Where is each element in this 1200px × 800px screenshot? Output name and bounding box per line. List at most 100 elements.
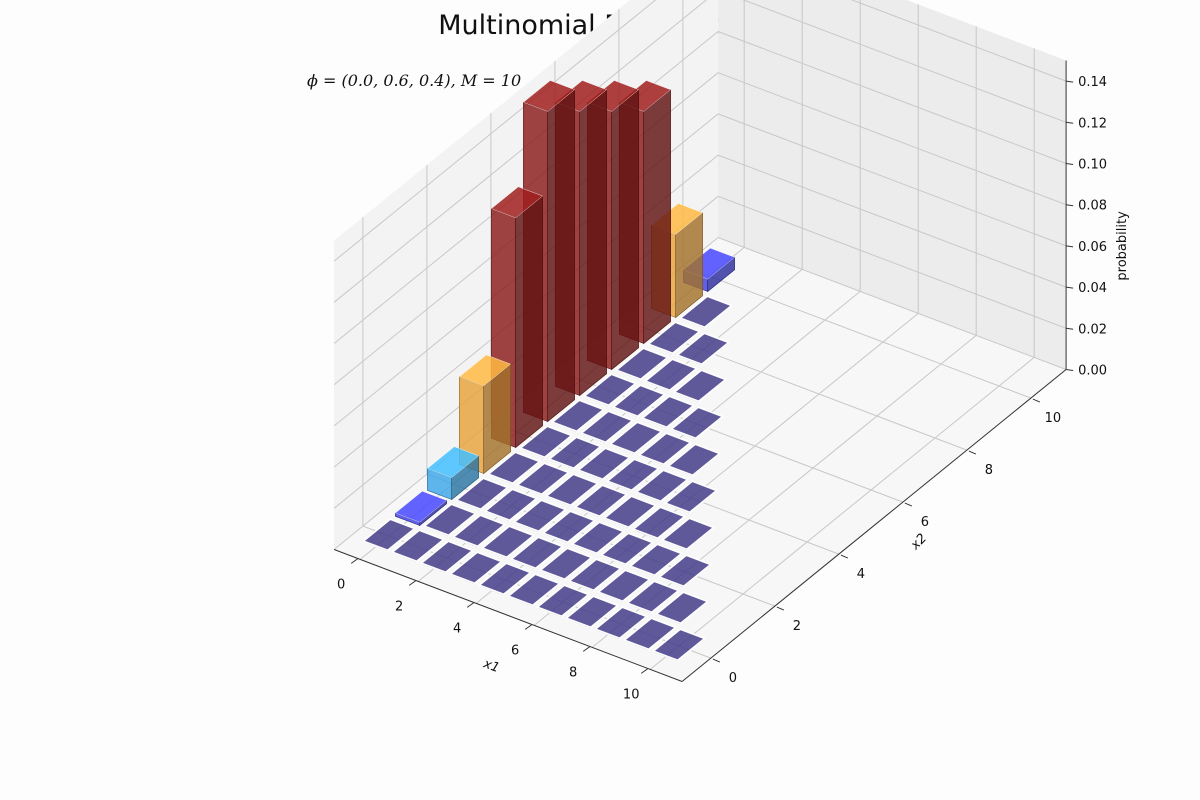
y-tick-mark <box>712 658 721 663</box>
bar <box>663 480 719 515</box>
z-tick-label: 0.06 <box>1078 240 1107 255</box>
bar <box>535 584 591 619</box>
bar-top-face <box>605 458 661 492</box>
bar <box>550 399 606 434</box>
bar <box>515 462 571 497</box>
bar <box>675 332 731 367</box>
bar-top-face <box>480 525 536 559</box>
bar-top-face <box>608 421 664 455</box>
bar <box>628 543 684 578</box>
bar <box>651 628 707 663</box>
z-tick-label: 0.08 <box>1078 199 1107 214</box>
bar-top-face <box>538 547 594 581</box>
bar-top-face <box>672 369 728 403</box>
bar <box>486 451 542 486</box>
bar <box>564 595 620 630</box>
bar <box>599 532 655 567</box>
bar-side-face <box>643 89 671 345</box>
bar-top-face <box>663 480 719 514</box>
bar <box>422 503 478 538</box>
bar-top-face <box>582 373 638 407</box>
y-tick-mark <box>904 502 913 507</box>
bar <box>538 547 594 582</box>
z-tick-mark <box>1066 327 1074 330</box>
bar <box>596 569 652 604</box>
bar-top-face <box>512 499 568 533</box>
bar <box>573 484 629 519</box>
bar <box>657 554 713 589</box>
bar-top-face <box>654 591 710 625</box>
x-tick-label: 6 <box>511 643 519 658</box>
bar-top-face <box>448 551 504 585</box>
x-tick-label: 10 <box>623 687 640 702</box>
bar <box>512 499 568 534</box>
bar <box>576 447 632 482</box>
bar-top-face <box>541 510 597 544</box>
x-tick-label: 0 <box>337 577 345 592</box>
bar-top-face <box>628 543 684 577</box>
z-tick-mark <box>1066 80 1074 83</box>
back-gridline-z <box>717 31 1067 164</box>
bar <box>480 525 536 560</box>
x-axis-label: x1 <box>480 656 501 676</box>
z-tick-label: 0.00 <box>1078 364 1107 379</box>
back-gridline-z <box>742 0 1067 123</box>
bar-top-face <box>657 554 713 588</box>
bar-top-face <box>564 595 620 629</box>
x-tick-mark <box>466 601 475 608</box>
bar-top-face <box>544 473 600 507</box>
back-gridline-z <box>717 113 1067 247</box>
y-tick-label: 10 <box>1045 411 1062 426</box>
bar <box>582 373 638 408</box>
bar-top-face <box>640 395 696 429</box>
chart-subtitle: ϕ = (0.0, 0.6, 0.4), M = 10 <box>307 71 522 90</box>
bar <box>448 551 504 586</box>
z-tick-label: 0.04 <box>1078 281 1107 296</box>
x-tick-mark <box>640 667 649 674</box>
bar-top-face <box>515 462 571 496</box>
bar <box>579 410 635 445</box>
bar <box>459 354 511 475</box>
bar-top-face <box>454 477 510 511</box>
bar-top-face <box>625 580 681 614</box>
bar-side-face <box>611 89 639 371</box>
bar <box>637 432 693 467</box>
bar-top-face <box>637 432 693 466</box>
x-tick-mark <box>524 623 533 630</box>
bar-top-face <box>614 347 670 381</box>
bar <box>547 436 603 471</box>
x-tick-label: 2 <box>395 599 403 614</box>
bar <box>672 369 728 404</box>
bar-top-face <box>567 558 623 592</box>
bar-top-face <box>643 358 699 392</box>
bar <box>602 495 658 530</box>
y-tick-mark <box>840 554 849 559</box>
y-tick-label: 4 <box>857 567 865 582</box>
bar-side-face <box>515 195 543 449</box>
bar-top-face <box>518 425 574 459</box>
bar <box>361 518 417 553</box>
bar-side-face <box>547 89 575 423</box>
bar <box>593 606 649 641</box>
bar-top-face <box>477 562 533 596</box>
bar-top-face <box>390 529 446 563</box>
bar <box>622 617 678 652</box>
bar-top-face <box>419 540 475 574</box>
bar-top-face <box>651 628 707 662</box>
back-gridline-z <box>850 0 1067 82</box>
bar-top-face <box>547 436 603 470</box>
bar-top-face <box>646 321 702 355</box>
bar-top-face <box>491 186 543 219</box>
tick-labels: 0 2 4 6 8 10 0 2 4 6 8 10 0.00 0.02 0.04 0.06 0.08 0.10 0.… <box>337 75 1130 702</box>
bar-side-face <box>579 89 607 397</box>
bar-top-face <box>361 518 417 552</box>
bar <box>544 473 600 508</box>
bar-top-face <box>506 573 562 607</box>
bar <box>454 477 510 512</box>
bar-top-face <box>422 503 478 537</box>
z-axis-label: probability <box>1115 211 1130 281</box>
back-gridline-z <box>717 154 1067 288</box>
y-tick-mark <box>968 450 977 455</box>
bar-top-face <box>660 517 716 551</box>
x-tick-label: 4 <box>453 621 461 636</box>
